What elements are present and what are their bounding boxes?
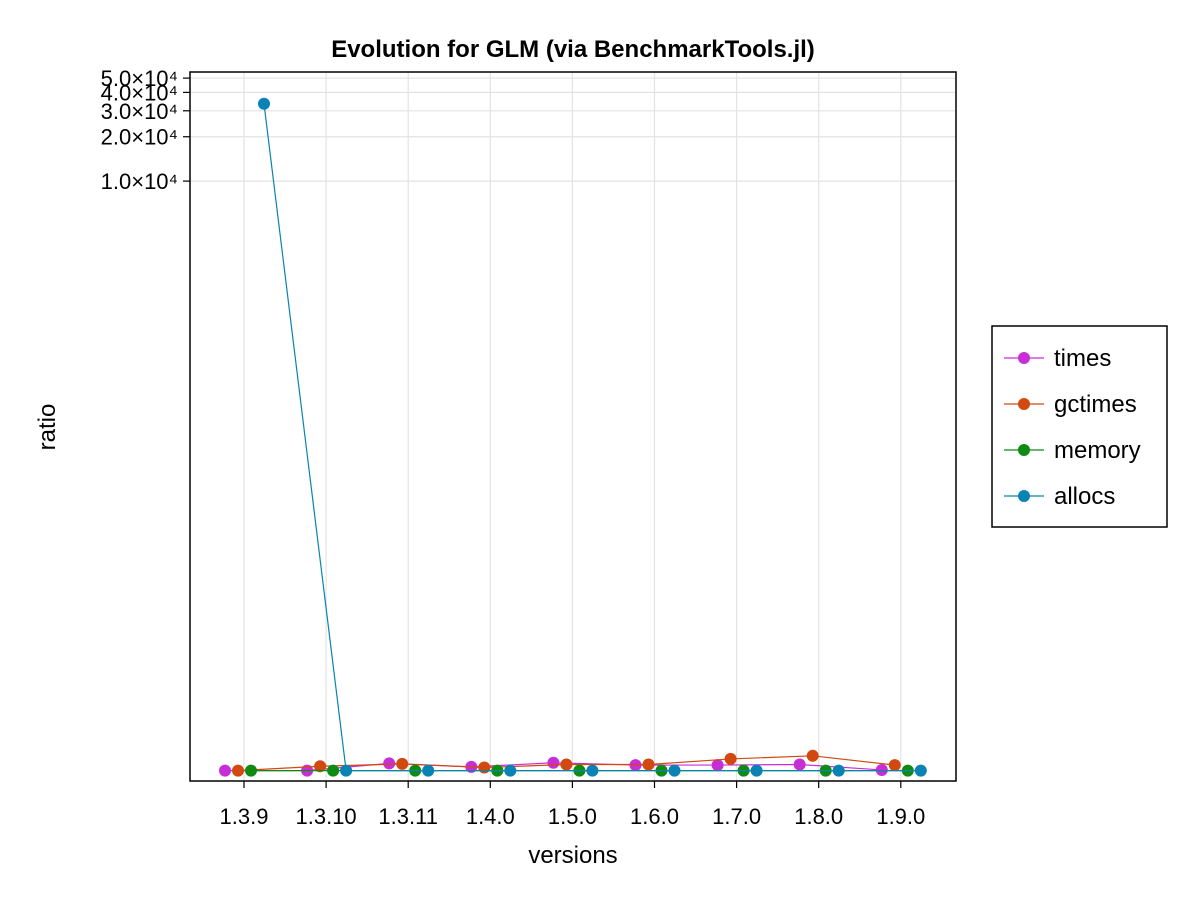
x-tick-label: 1.3.9 [220,804,269,829]
data-point-gctimes [806,749,819,762]
data-point-times [219,764,231,777]
legend-item-gctimes: gctimes [1004,391,1137,418]
legend-marker [1018,398,1030,410]
legend-label: times [1054,345,1111,372]
legend-label: memory [1054,437,1141,464]
data-point-allocs [668,764,681,777]
legend-item-memory: memory [1004,437,1141,464]
data-point-memory [327,764,340,777]
legend-marker [1018,444,1030,456]
grid [190,72,956,781]
x-tick-label: 1.3.10 [296,804,357,829]
data-point-allocs [586,764,599,777]
y-tick-label: 1.0×10⁴ [101,169,178,194]
data-point-gctimes [560,758,573,771]
x-tick-label: 1.7.0 [712,804,761,829]
x-axis-label: versions [528,842,617,869]
x-tick-label: 1.6.0 [630,804,679,829]
y-tick-label: 2.0×10⁴ [101,125,178,150]
y-tick-label: 5.0×10⁴ [101,66,178,91]
x-tick-label: 1.8.0 [794,804,843,829]
data-point-gctimes [478,761,491,774]
data-point-times [793,758,806,771]
y-tick-label: 4.0×10⁴ [101,80,178,105]
x-tick-label: 1.9.0 [876,804,925,829]
series-allocs [258,97,927,777]
data-point-allocs [258,97,270,110]
x-tick-label: 1.5.0 [548,804,597,829]
data-point-times [547,756,560,769]
data-point-allocs [832,764,845,777]
data-point-gctimes [642,758,655,771]
data-point-allocs [422,764,435,777]
legend-marker [1018,490,1030,502]
data-point-allocs [340,764,353,777]
data-point-gctimes [314,760,327,773]
legend: times gctimes memory allocs [991,325,1168,528]
data-point-gctimes [232,764,244,777]
data-point-gctimes [396,757,409,770]
data-point-gctimes [724,752,737,765]
data-point-allocs [914,764,927,777]
data-point-gctimes [888,759,901,772]
chart-title: Evolution for GLM (via BenchmarkTools.jl… [331,36,815,63]
legend-marker [1018,352,1030,364]
data-point-allocs [504,764,517,777]
y-axis-label: ratio [34,404,61,451]
ticks: 1.3.9 1.3.10 1.3.11 1.4.0 1.5.0 1.6.0 1.7.0 1.8… [101,66,926,829]
data-point-times [875,763,888,776]
x-tick-label: 1.4.0 [466,804,515,829]
data-point-times [711,759,724,772]
legend-item-allocs: allocs [1004,483,1115,510]
legend-item-times: times [1004,345,1111,372]
series-times [219,756,888,777]
data-point-allocs [750,764,763,777]
x-tick-label: 1.3.11 [378,804,438,829]
series-layer [219,97,927,777]
data-point-memory [245,764,257,777]
legend-label: gctimes [1054,391,1137,418]
legend-label: allocs [1054,483,1115,510]
data-point-times [383,757,396,770]
y-tick-label: 3.0×10⁴ [101,99,178,124]
